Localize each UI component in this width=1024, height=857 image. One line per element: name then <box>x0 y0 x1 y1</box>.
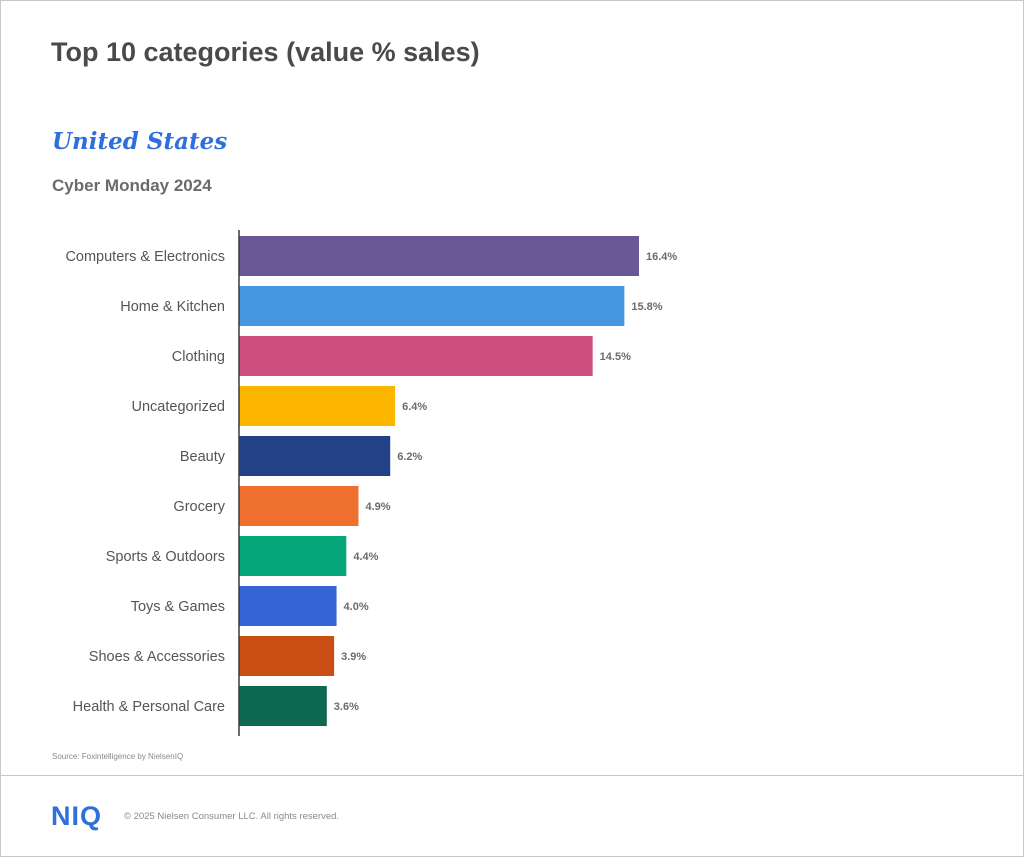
bar <box>239 336 593 376</box>
value-label: 4.0% <box>344 601 369 613</box>
country-heading: United States <box>52 128 228 155</box>
bar <box>239 386 396 426</box>
category-label: Computers & Electronics <box>65 249 225 265</box>
category-label: Health & Personal Care <box>73 699 225 715</box>
bar <box>239 636 335 676</box>
value-label: 4.9% <box>366 501 391 513</box>
category-label: Clothing <box>172 349 225 365</box>
bar <box>239 686 327 726</box>
category-label: Home & Kitchen <box>120 299 225 315</box>
value-label: 3.9% <box>341 651 366 663</box>
bar-chart: Computers & Electronics 16.4% Home & Kitch… <box>65 230 677 736</box>
copyright-text: © 2025 Nielsen Consumer LLC. All rights … <box>124 811 340 822</box>
bar <box>239 236 639 276</box>
source-note: Source: Foxintelligence by NielsenIQ <box>52 752 184 761</box>
footer-divider <box>1 775 1023 776</box>
category-label: Uncategorized <box>132 399 226 415</box>
niq-logo: NIQ <box>51 801 103 831</box>
category-label: Toys & Games <box>131 599 225 615</box>
category-label: Grocery <box>173 499 225 515</box>
bar <box>239 586 337 626</box>
value-label: 6.2% <box>397 451 422 463</box>
bar <box>239 286 625 326</box>
category-label: Sports & Outdoors <box>106 549 225 565</box>
bar <box>239 486 359 526</box>
value-label: 4.4% <box>353 551 378 563</box>
category-label: Beauty <box>180 449 226 465</box>
bar <box>239 536 347 576</box>
chart-subtitle: Cyber Monday 2024 <box>52 176 212 195</box>
value-label: 16.4% <box>646 251 677 263</box>
page-title: Top 10 categories (value % sales) <box>51 37 480 67</box>
category-label: Shoes & Accessories <box>89 649 225 665</box>
value-label: 15.8% <box>631 301 662 313</box>
value-label: 6.4% <box>402 401 427 413</box>
bar <box>239 436 391 476</box>
value-label: 14.5% <box>600 351 631 363</box>
value-label: 3.6% <box>334 701 359 713</box>
